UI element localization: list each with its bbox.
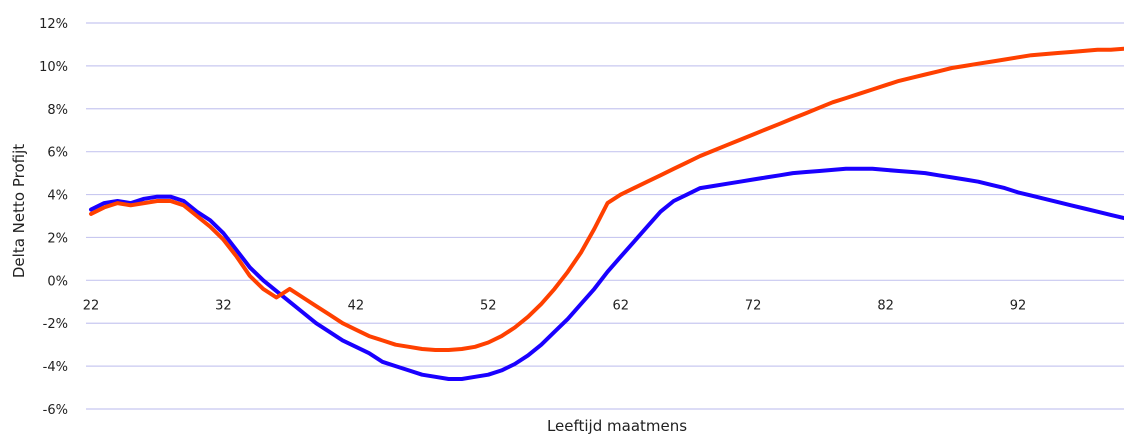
x-tick-label: 72 [745,298,762,313]
x-tick-label: 52 [480,298,497,313]
y-tick-label: 4% [47,189,68,204]
x-tick-label: 92 [1010,298,1027,313]
series-line-1 [89,166,1124,381]
y-tick-label: -4% [43,360,68,375]
y-tick-label: 12% [39,17,68,32]
y-tick-label: 10% [39,60,68,75]
x-tick-label: 82 [877,298,894,313]
y-tick-labels: -6% -4% -2% 0% 2% 4% 6% 8% 10% 12% [39,17,68,418]
x-axis-title: Leeftijd maatmens [547,417,687,435]
y-tick-label: -2% [43,317,68,332]
y-tick-label: 8% [47,103,68,118]
y-tick-label: 2% [47,231,68,246]
x-tick-labels: 22 32 42 52 62 72 82 92 [83,298,1027,313]
y-tick-label: -6% [43,403,68,418]
x-tick-label: 62 [612,298,629,313]
gridlines [86,22,1124,410]
y-tick-label: 0% [47,274,68,289]
y-tick-label: 6% [47,146,68,161]
x-tick-label: 42 [348,298,365,313]
x-tick-label: 32 [215,298,232,313]
y-axis-title: Delta Netto Profijt [10,144,28,278]
series-lines [89,46,1124,381]
series-line-2 [89,46,1124,352]
x-tick-label: 22 [83,298,100,313]
